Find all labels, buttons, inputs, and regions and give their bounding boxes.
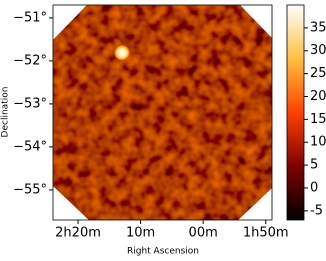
sky-image: [53, 5, 272, 220]
colorbar-tick-label: 0: [310, 180, 318, 195]
colorbar-tick-label: 30: [310, 43, 326, 58]
y-axis-label: Declination: [1, 87, 11, 138]
noise-texture: [53, 5, 272, 220]
y-tick-label: −55°: [13, 182, 47, 197]
x-axis-label: Right Ascension: [127, 247, 199, 257]
source: [114, 44, 131, 61]
x-tick-label: 2h20m: [55, 226, 101, 241]
colorbar-tick-label: -5: [310, 203, 323, 218]
colorbar: [286, 4, 305, 221]
plot-frame: [52, 4, 273, 221]
colorbar-tick-label: 15: [310, 112, 326, 127]
x-tick-label: 00m: [189, 226, 218, 241]
y-tick-label: −53°: [13, 96, 47, 111]
colorbar-tick-label: 5: [310, 158, 318, 173]
colorbar-tick-label: 10: [310, 135, 326, 150]
x-tick-label: 1h50m: [243, 226, 289, 241]
y-tick-label: −51°: [13, 10, 47, 25]
colorbar-tick-label: 20: [310, 89, 326, 104]
y-tick-label: −52°: [13, 53, 47, 68]
y-tick-label: −54°: [13, 139, 47, 154]
colorbar-tick-label: 35: [310, 20, 326, 35]
colorbar-tick-label: 25: [310, 66, 326, 81]
x-tick-label: 10m: [126, 226, 155, 241]
